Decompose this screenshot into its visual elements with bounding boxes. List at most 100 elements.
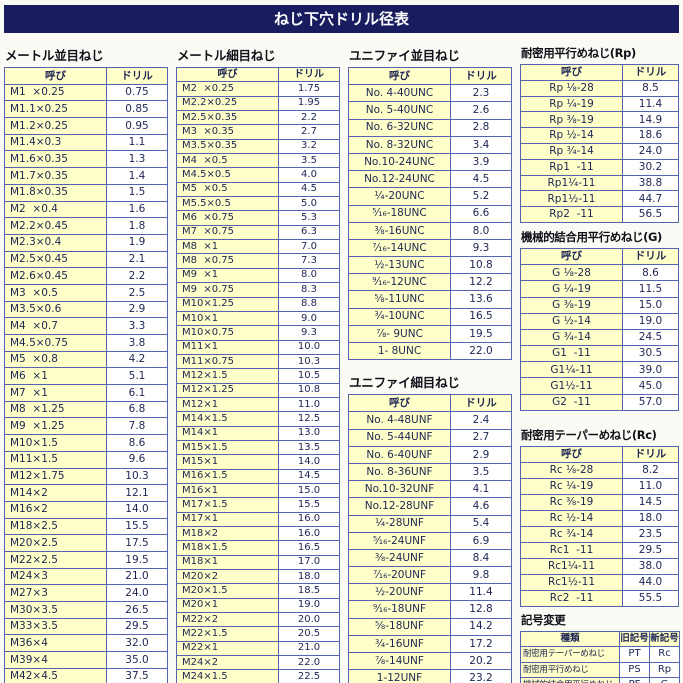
table-row: M9 ×0.75 8.3 xyxy=(176,282,340,298)
thread-name-cell: M4.5×0.5 xyxy=(176,167,279,183)
table-row: Rc1¼-11 38.0 xyxy=(520,557,679,575)
drill-value-cell: 4.5 xyxy=(450,170,512,189)
thread-name-cell: M20×2.5 xyxy=(4,534,107,552)
drill-value-cell: 7.8 xyxy=(106,417,168,436)
drill-value-cell: 2.5 xyxy=(106,283,168,302)
thread-name-cell: Rc ⅛-28 xyxy=(520,461,623,479)
thread-name-cell: M2.6×0.45 xyxy=(4,267,107,285)
header-row: 種類 旧記号 新記号 xyxy=(520,630,680,648)
table-row: M5 ×0.8 4.2 xyxy=(4,350,168,369)
thread-name-cell: M4 ×0.7 xyxy=(4,317,107,335)
table-row: M4.5×0.75 3.8 xyxy=(4,334,168,352)
table-row: M22×1.5 20.5 xyxy=(176,626,340,642)
table-row: 機械的結合用平行めねじPFG xyxy=(520,677,680,683)
thread-name-cell: M2 ×0.4 xyxy=(4,200,107,219)
drill-value-cell: 20.2 xyxy=(450,651,512,671)
drill-value-cell: 14.0 xyxy=(278,454,340,470)
table-row: ⁹⁄₁₆-12UNC 12.2 xyxy=(348,273,512,292)
column-pipe-threads: 耐密用平行めねじ(Rp) 呼び ドリル Rp ⅛-28 8.5 Rp ¼-19 11.4 R… xyxy=(520,45,680,683)
drill-value-cell: 12.1 xyxy=(106,484,168,502)
table-row: Rp2 -11 56.5 xyxy=(520,206,679,223)
table-row: G1¼-11 39.0 xyxy=(520,361,679,379)
drill-value-cell: 8.0 xyxy=(450,221,512,240)
thread-name-cell: M16×2 xyxy=(4,500,107,519)
table-row: No. 5-40UNC 2.6 xyxy=(348,101,512,120)
thread-name-cell: M11×0.75 xyxy=(176,353,279,370)
table-row: M12×1.75 10.3 xyxy=(4,467,168,486)
thread-name-cell: M12×1.75 xyxy=(4,467,107,486)
thread-name-cell: No. 8-36UNF xyxy=(348,462,451,482)
table-row: M42×4.5 37.5 xyxy=(4,667,168,683)
thread-name-cell: M5.5×0.5 xyxy=(176,196,279,212)
drill-value-cell: 9.6 xyxy=(106,450,168,469)
table-row: M3.5×0.6 2.9 xyxy=(4,300,168,319)
table-row: ¼-20UNC 5.2 xyxy=(348,187,512,206)
drill-value-cell: 57.0 xyxy=(622,393,679,411)
drill-value-cell: 2.2 xyxy=(278,110,340,126)
table-row: M17×1.5 15.5 xyxy=(176,497,340,513)
drill-value-cell: 22.5 xyxy=(278,669,340,683)
drill-value-cell: G xyxy=(649,677,680,683)
table-row: No. 8-32UNC 3.4 xyxy=(348,135,512,154)
table-row: ⅞- 9UNC 19.5 xyxy=(348,324,512,344)
drill-value-cell: 1.1 xyxy=(106,133,168,152)
drill-value-cell: 19.0 xyxy=(622,312,679,330)
drill-value-cell: 9.3 xyxy=(450,238,512,258)
drill-value-cell: 11.5 xyxy=(622,280,679,298)
section-heading-rc: 耐密用テーパーめねじ(Rc) xyxy=(521,427,657,442)
header-row: 呼び ドリル xyxy=(4,67,168,85)
drill-value-cell: 14.5 xyxy=(622,493,679,511)
thread-name-cell: 1-12UNF xyxy=(348,669,451,683)
thread-name-cell: M7 ×1 xyxy=(4,384,107,402)
drill-value-cell: 0.95 xyxy=(106,117,168,135)
table-row: ⅝-18UNF 14.2 xyxy=(348,617,512,636)
drill-value-cell: 3.9 xyxy=(450,152,512,172)
drill-value-cell: 30.2 xyxy=(622,158,679,176)
table-row: M20×2.5 17.5 xyxy=(4,534,168,552)
thread-name-cell: M2 ×0.25 xyxy=(176,81,279,97)
drill-value-cell: 5.0 xyxy=(278,196,340,212)
thread-name-cell: Rc ¾-14 xyxy=(520,525,623,543)
table-row: M15×1.5 13.5 xyxy=(176,439,340,456)
thread-name-cell: M3.5×0.35 xyxy=(176,138,279,155)
column-header: 呼び xyxy=(520,64,623,81)
table-row: M33×3.5 29.5 xyxy=(4,617,168,636)
thread-name-cell: M11×1.5 xyxy=(4,450,107,469)
table-row: No. 8-36UNF 3.5 xyxy=(348,462,512,482)
table-row: ¾-10UNC 16.5 xyxy=(348,307,512,326)
drill-value-cell: 30.5 xyxy=(622,345,679,363)
thread-name-cell: ⅞-14UNF xyxy=(348,651,451,671)
drill-value-cell: 1.95 xyxy=(278,95,340,112)
column-header: 呼び xyxy=(348,66,451,86)
drill-value-cell: 8.2 xyxy=(622,461,679,479)
thread-name-cell: M1.8×0.35 xyxy=(4,183,107,202)
table-row: M11×1 10.0 xyxy=(176,339,340,355)
drill-value-cell: 11.0 xyxy=(278,396,340,413)
thread-name-cell: M2.5×0.45 xyxy=(4,250,107,269)
column-header: ドリル xyxy=(622,64,679,81)
table-row: M17×1 16.0 xyxy=(176,511,340,528)
column-header: 種類 xyxy=(520,630,620,648)
drill-value-cell: 10.0 xyxy=(278,339,340,355)
table-row: M8 ×0.75 7.3 xyxy=(176,253,340,269)
table-row: M22×1 21.0 xyxy=(176,640,340,657)
thread-name-cell: Rp ⅛-28 xyxy=(520,79,623,97)
table-row: M6 ×1 5.1 xyxy=(4,367,168,386)
thread-name-cell: M15×1.5 xyxy=(176,439,279,456)
thread-name-cell: M18×2.5 xyxy=(4,517,107,536)
thread-name-cell: M20×2 xyxy=(176,569,279,585)
table-row: M2 ×0.4 1.6 xyxy=(4,200,168,219)
drill-value-cell: 12.5 xyxy=(278,411,340,427)
drill-value-cell: 2.6 xyxy=(450,101,512,120)
drill-value-cell: 10.3 xyxy=(106,467,168,486)
table-row: M12×1.25 10.8 xyxy=(176,382,340,398)
rp-table: 呼び ドリル Rp ⅛-28 8.5 Rp ¼-19 11.4 Rp ⅜-19 14.9 Rp … xyxy=(520,64,679,223)
thread-name-cell: M17×1.5 xyxy=(176,497,279,513)
table-columns: メートル並目ねじ 呼び ドリル M1 ×0.25 0.75 M1.1×0.25 0.85 M… xyxy=(4,45,680,683)
table-row: G ⅛-28 8.6 xyxy=(520,264,679,282)
table-row: ½-20UNF 11.4 xyxy=(348,583,512,602)
table-row: M11×0.75 10.3 xyxy=(176,353,340,370)
thread-name-cell: Rc1 -11 xyxy=(520,541,623,559)
table-row: No. 6-32UNC 2.8 xyxy=(348,118,512,137)
drill-value-cell: 44.0 xyxy=(622,573,679,591)
